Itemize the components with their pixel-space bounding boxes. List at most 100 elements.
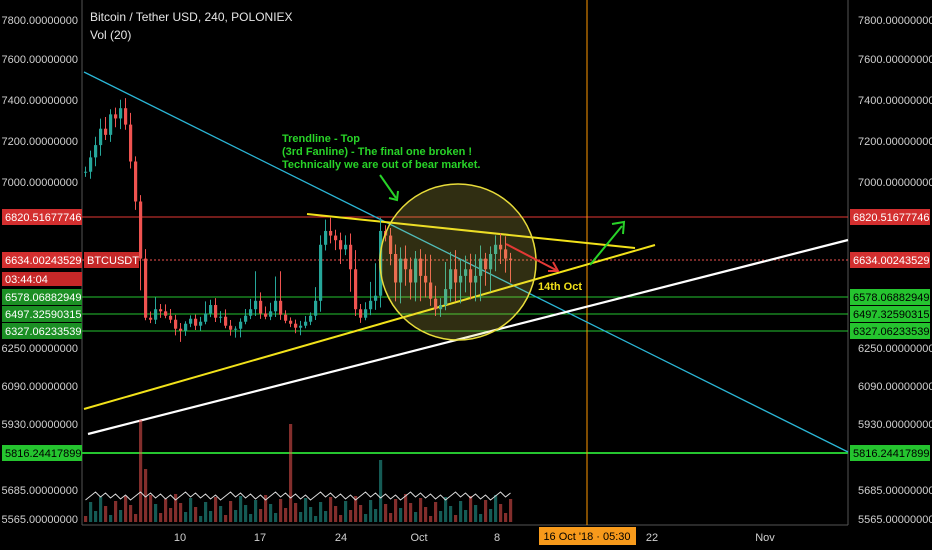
y-tick-right: 5685.00000000 xyxy=(858,485,932,497)
volume-bar xyxy=(264,495,268,522)
volume-bar xyxy=(84,516,88,522)
symbol-tag-bg xyxy=(84,251,139,268)
volume-bar xyxy=(429,516,433,522)
candles xyxy=(84,98,513,342)
candle-body xyxy=(284,314,288,321)
candle-body xyxy=(124,108,128,125)
candle-body xyxy=(489,254,493,270)
green-arrow-down xyxy=(379,174,397,199)
tag-left-level-2: 6497.32590315 xyxy=(5,309,81,321)
candle-body xyxy=(189,318,193,324)
candle-body xyxy=(204,313,208,322)
volume-bar xyxy=(269,504,273,522)
candle-body xyxy=(164,311,168,316)
y-tick-left: 6090.00000000 xyxy=(2,381,78,393)
tag-left-level-3: 6327.06233539 xyxy=(5,326,81,338)
volume-bar xyxy=(204,502,208,522)
volume-bar xyxy=(384,504,388,522)
volume-bars xyxy=(84,420,513,522)
annotation-line-1: Trendline - Top xyxy=(282,133,360,145)
tag-right-current: 6634.00243529 xyxy=(853,255,929,267)
candle-body xyxy=(214,305,218,318)
tag-right-level-1-bg xyxy=(850,289,930,306)
candle-body xyxy=(439,305,443,310)
candle-body xyxy=(364,309,368,318)
volume-bar xyxy=(259,509,263,522)
candle-body xyxy=(509,258,513,260)
volume-bar xyxy=(379,460,383,522)
candle-body xyxy=(174,319,178,329)
y-tick-left: 7400.00000000 xyxy=(2,95,78,107)
candle-body xyxy=(169,315,173,320)
candle-body xyxy=(414,258,418,283)
x-tick: Oct xyxy=(410,532,427,544)
x-tick: 10 xyxy=(174,532,186,544)
candle-body xyxy=(424,275,428,283)
green-arrow-up-head xyxy=(611,220,626,235)
candle-body xyxy=(314,300,318,316)
candle-body xyxy=(144,258,148,318)
green-arrow-down-head xyxy=(388,190,399,202)
red-arrow-head xyxy=(548,261,560,272)
candle-body xyxy=(199,321,203,326)
tag-left-current: 6634.00243529 xyxy=(5,255,81,267)
y-tick-right: 7400.00000000 xyxy=(858,95,932,107)
volume-bar xyxy=(424,507,428,522)
candle-body xyxy=(334,235,338,241)
volume-bar xyxy=(479,514,483,522)
volume-bar xyxy=(499,504,503,522)
volume-bar xyxy=(179,503,183,522)
date-annotation: 14th Oct xyxy=(538,281,582,293)
volume-bar xyxy=(454,515,458,522)
volume-bar xyxy=(344,501,348,522)
tag-left-level-2-bg xyxy=(2,306,82,323)
candle-body xyxy=(434,298,438,310)
y-tick-right: 6250.00000000 xyxy=(858,343,932,355)
tag-left-resistance-bg xyxy=(2,209,82,226)
volume-bar xyxy=(324,511,328,522)
volume-bar xyxy=(159,513,163,522)
volume-bar xyxy=(314,516,318,522)
volume-bar xyxy=(464,510,468,522)
tag-left-countdown: 03:44:04 xyxy=(5,274,48,286)
volume-bar xyxy=(369,500,373,522)
volume-bar xyxy=(214,497,218,522)
volume-bar xyxy=(209,511,213,522)
green-arrow-up xyxy=(589,225,623,266)
volume-bar xyxy=(294,503,298,522)
rising-support-trendline xyxy=(83,244,656,410)
y-tick-left: 6250.00000000 xyxy=(2,343,78,355)
candle-body xyxy=(459,275,463,283)
volume-ma-line xyxy=(85,491,511,501)
candle-body xyxy=(504,249,508,259)
time-label-box xyxy=(539,527,636,545)
volume-bar xyxy=(244,505,248,522)
candle-body xyxy=(454,269,458,283)
candle-body xyxy=(419,258,423,276)
volume-bar xyxy=(154,504,158,522)
candle-body xyxy=(139,201,143,259)
y-tick-left: 7200.00000000 xyxy=(2,136,78,148)
candle-body xyxy=(349,244,353,270)
highlight-circle xyxy=(379,183,537,341)
volume-bar xyxy=(509,499,513,522)
volume-bar xyxy=(434,502,438,522)
tag-left-level-1-bg xyxy=(2,289,82,306)
volume-bar xyxy=(319,502,323,522)
candle-body xyxy=(194,318,198,326)
candle-body xyxy=(274,300,278,312)
chart-title: Bitcoin / Tether USD, 240, POLONIEX xyxy=(90,10,293,24)
time-label: 16 Oct '18 · 05:30 xyxy=(543,531,630,543)
volume-bar xyxy=(164,499,168,522)
price-levels xyxy=(82,0,848,525)
candle-body xyxy=(344,244,348,250)
x-tick: 17 xyxy=(254,532,266,544)
volume-bar xyxy=(224,515,228,522)
volume-bar xyxy=(304,498,308,522)
volume-bar xyxy=(189,498,193,522)
y-tick-right: 7200.00000000 xyxy=(858,136,932,148)
candle-body xyxy=(444,289,448,306)
candle-body xyxy=(389,235,393,255)
candle-body xyxy=(264,313,268,317)
candle-body xyxy=(394,254,398,283)
